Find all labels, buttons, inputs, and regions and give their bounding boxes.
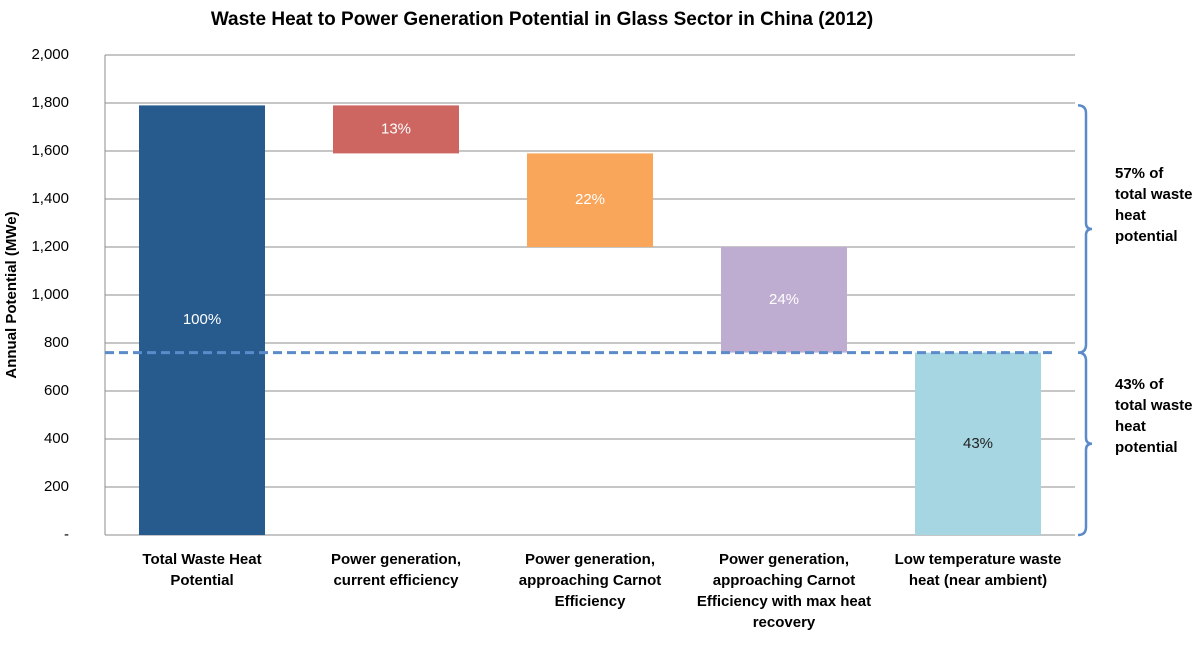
y-tick-label: 1,800: [31, 94, 69, 111]
y-tick-label: 800: [44, 334, 69, 351]
y-tick-label: -: [64, 526, 69, 543]
y-tick-label: 1,000: [31, 286, 69, 303]
x-tick-label: Power generation, approaching Carnot Eff…: [696, 551, 872, 631]
bracket: [1077, 351, 1093, 537]
y-tick-label: 1,400: [31, 190, 69, 207]
y-tick-label: 600: [44, 382, 69, 399]
bar: [527, 153, 653, 247]
bar-label: 13%: [381, 120, 411, 137]
y-tick-label: 200: [44, 478, 69, 495]
x-tick-label: Power generation, current efficiency: [330, 551, 462, 589]
y-tick-label: 2,000: [31, 46, 69, 63]
chart-title: Waste Heat to Power Generation Potential…: [211, 9, 873, 30]
bar-label: 22%: [575, 191, 605, 208]
bar-label: 24%: [769, 291, 799, 308]
x-tick-label: Low temperature waste heat (near ambient…: [894, 551, 1062, 589]
x-tick-label: Power generation, approaching Carnot Eff…: [518, 551, 662, 610]
annotation: 57% of total waste heat potential: [1115, 165, 1193, 245]
bar: [915, 352, 1041, 535]
bar: [139, 105, 265, 536]
y-tick-label: 1,600: [31, 142, 69, 159]
bar: [721, 247, 847, 353]
bracket: [1077, 104, 1093, 354]
x-tick-label: Total Waste Heat Potential: [142, 551, 262, 589]
annotation: 43% of total waste heat potential: [1115, 376, 1193, 456]
y-tick-label: 400: [44, 430, 69, 447]
y-axis-title: Annual Potential (MWe): [3, 211, 20, 378]
bar-label: 100%: [183, 311, 221, 328]
y-tick-label: 1,200: [31, 238, 69, 255]
bar: [333, 105, 459, 154]
bar-label: 43%: [963, 435, 993, 452]
